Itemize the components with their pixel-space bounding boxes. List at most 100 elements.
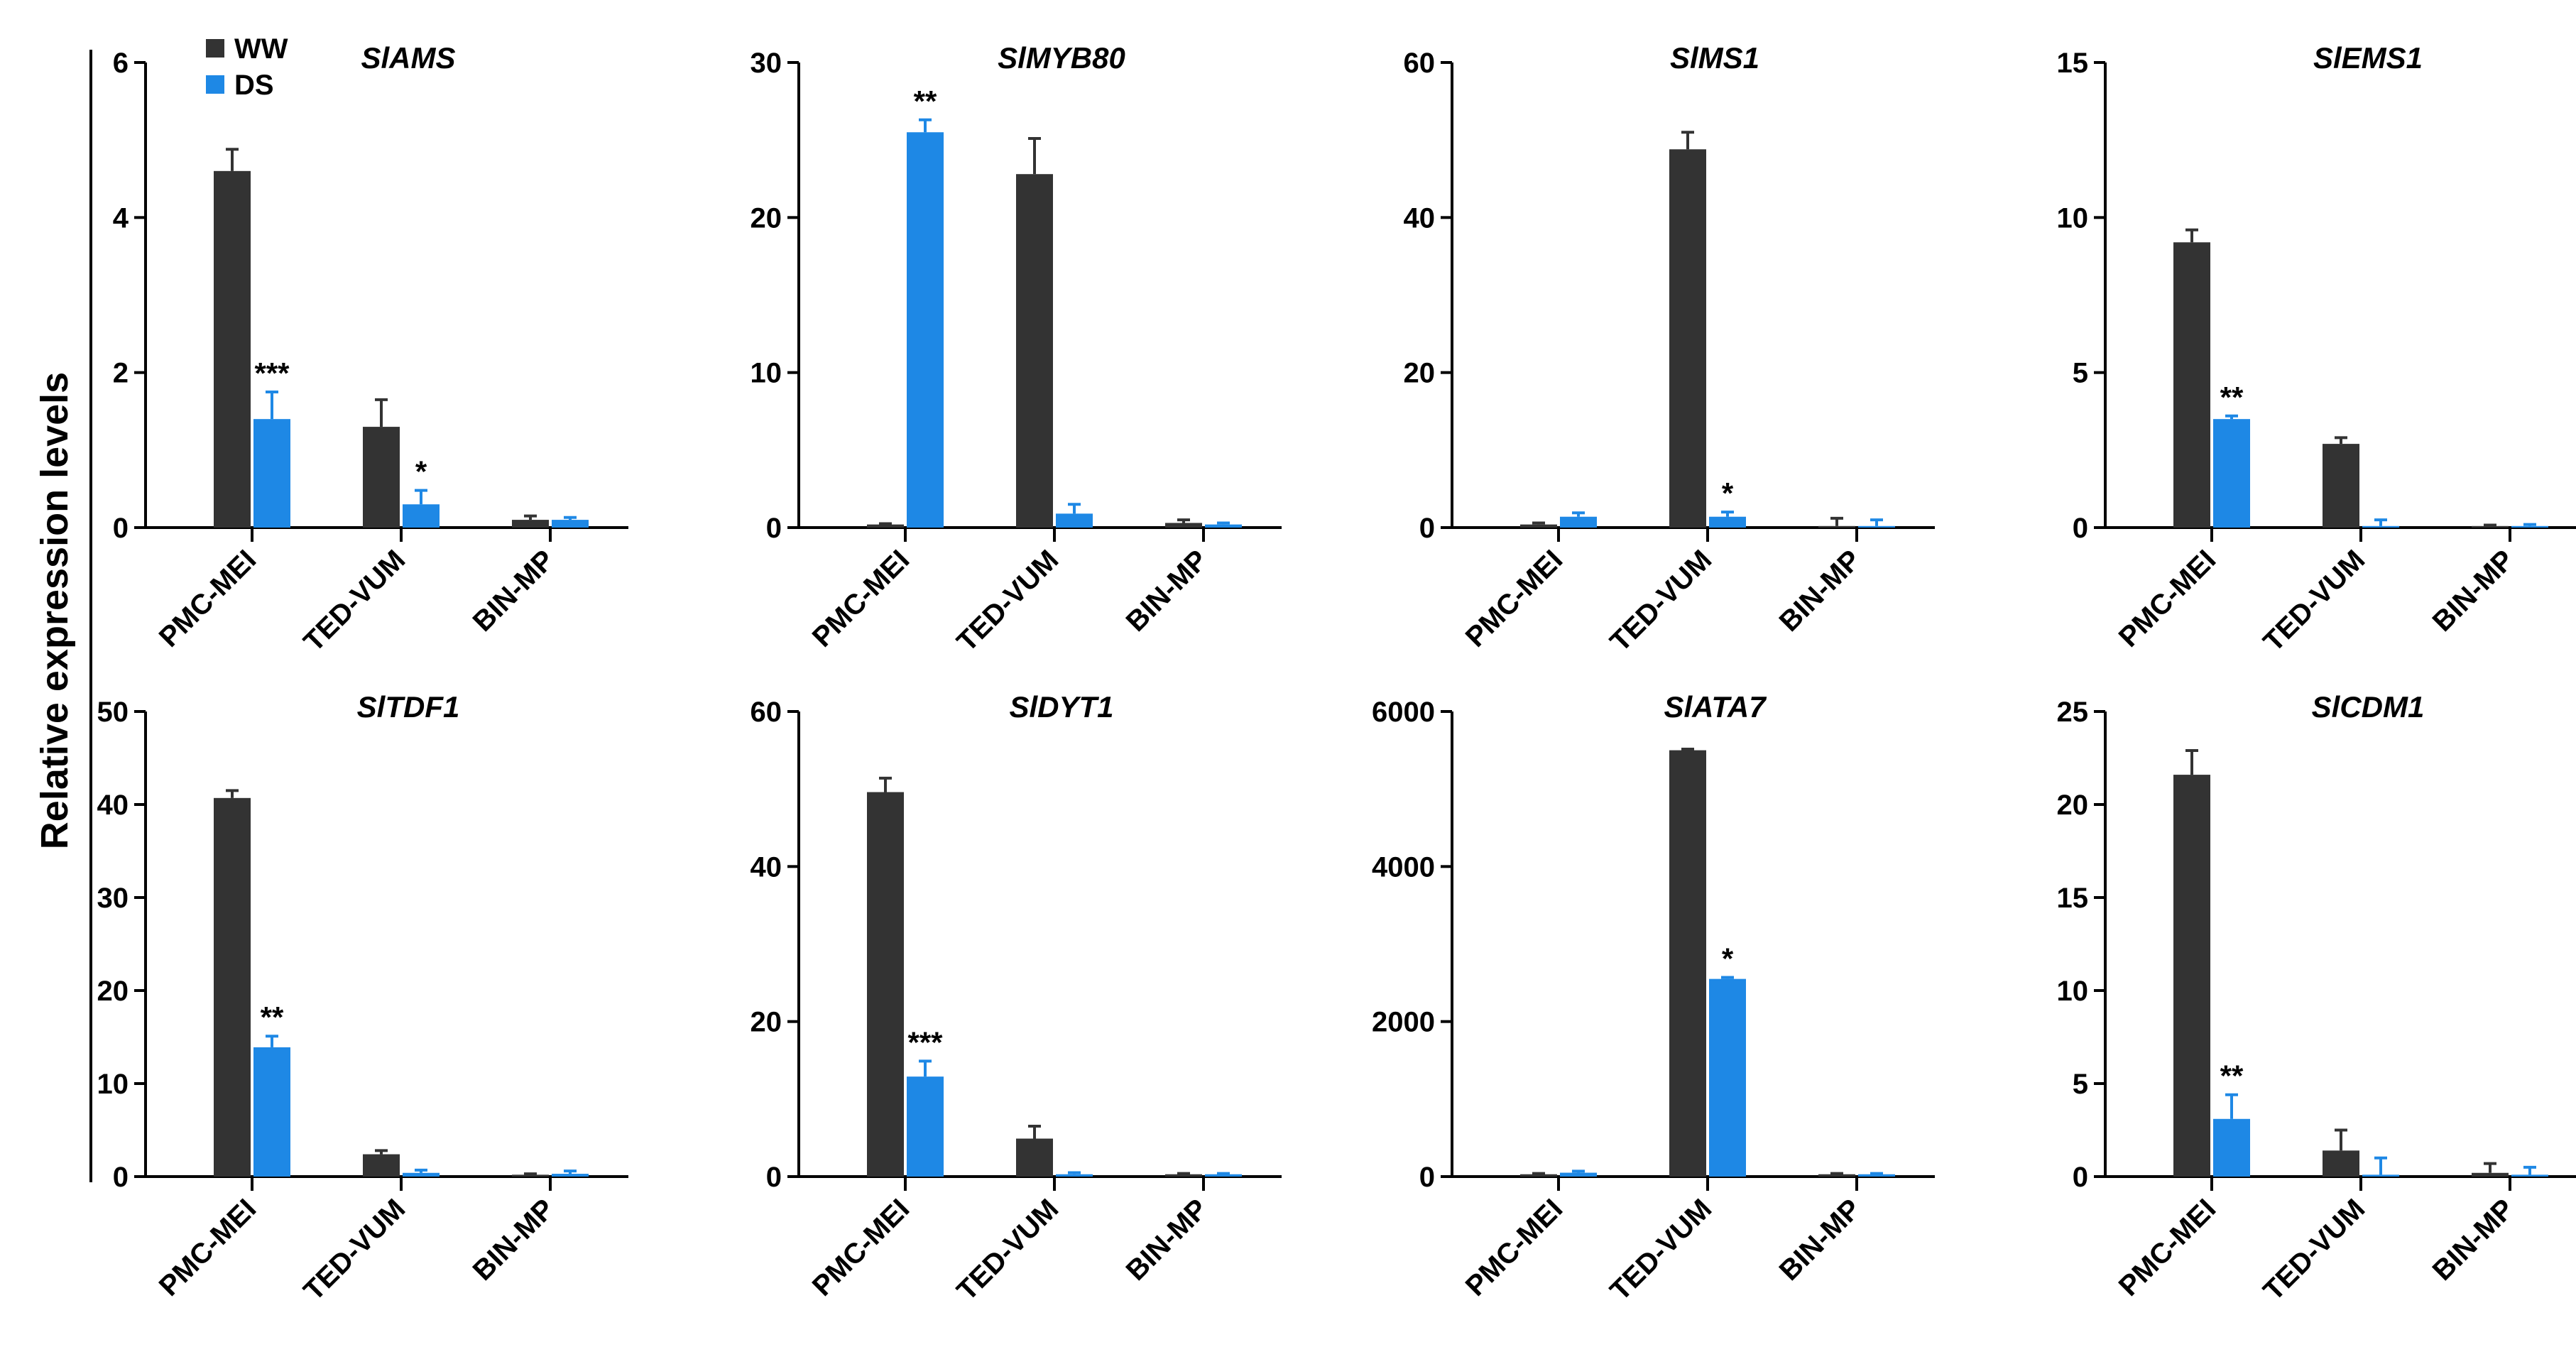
bar-ds <box>2362 1174 2399 1177</box>
panel-title: SlTDF1 <box>357 690 460 724</box>
bar-ww <box>1818 525 1855 528</box>
bar-ww <box>1669 750 1706 1177</box>
legend-label-ww: WW <box>234 33 288 65</box>
bar-ds <box>2511 525 2548 528</box>
significance-label: ** <box>914 84 937 118</box>
x-tick-label: TED-VUM <box>298 1193 411 1307</box>
legend: WW DS <box>206 33 288 101</box>
chart-panel-sltdf1: SlTDF1 0 10 20 30 40 50 PMC-MEI ** TED-VUM BIN-MP <box>97 690 628 1307</box>
y-tick-label: 4000 <box>1372 851 1435 883</box>
y-tick-label: 20 <box>2057 790 2089 821</box>
bar-ds <box>907 1076 944 1177</box>
legend-label-ds: DS <box>234 70 274 101</box>
bar-ds <box>1858 525 1895 528</box>
bar-ww <box>363 427 400 528</box>
bar-ds <box>1560 516 1597 528</box>
bar-ww <box>2173 775 2210 1177</box>
bar-ds <box>1709 516 1746 528</box>
chart-panel-sldyt1: SlDYT1 0 20 40 60 PMC-MEI *** TED-VUM BIN-MP <box>751 690 1282 1307</box>
y-axis-label: Relative expression levels <box>33 372 76 849</box>
significance-label: * <box>1722 476 1734 510</box>
y-tick-label: 10 <box>2057 202 2089 234</box>
y-tick-label: 0 <box>1419 513 1435 544</box>
bar-ww <box>214 170 251 528</box>
bar-ww <box>1818 1174 1855 1177</box>
y-tick-label: 0 <box>766 513 782 544</box>
significance-label: ** <box>261 1000 284 1034</box>
bar-ww <box>512 520 549 528</box>
y-tick-label: 30 <box>97 883 129 914</box>
panel-title: SlAMS <box>361 41 455 75</box>
x-tick-label: TED-VUM <box>298 544 411 658</box>
y-tick-label: 2 <box>113 358 129 389</box>
bar-ww <box>2173 242 2210 528</box>
bar-ww <box>512 1174 549 1177</box>
y-tick-label: 15 <box>2057 883 2089 914</box>
bar-ww <box>2323 1150 2359 1177</box>
x-tick-label: PMC-MEI <box>807 544 916 653</box>
bar-ds <box>1056 513 1093 528</box>
bar-ds <box>1709 978 1746 1177</box>
x-tick-label: PMC-MEI <box>807 1193 916 1302</box>
bar-ds <box>1205 524 1242 528</box>
x-tick-label: PMC-MEI <box>2113 1193 2222 1302</box>
x-tick-label: BIN-MP <box>1774 1193 1867 1287</box>
x-tick-label: BIN-MP <box>1120 544 1214 638</box>
x-tick-label: PMC-MEI <box>2113 544 2222 653</box>
bar-ds <box>552 1174 589 1177</box>
significance-label: ** <box>2220 1059 2244 1093</box>
y-tick-label: 10 <box>751 358 782 389</box>
bar-ww <box>1520 524 1557 528</box>
x-tick-label: TED-VUM <box>951 544 1064 658</box>
significance-label: *** <box>907 1025 943 1059</box>
y-tick-label: 0 <box>2073 513 2088 544</box>
y-tick-label: 4 <box>113 202 129 234</box>
y-tick-label: 20 <box>751 202 782 234</box>
x-tick-label: BIN-MP <box>467 1193 561 1287</box>
bar-ww <box>1520 1174 1557 1177</box>
bar-ww <box>1669 149 1706 528</box>
x-tick-label: BIN-MP <box>2427 1193 2521 1287</box>
chart-panel-slmyb80: SlMYB80 0 10 20 30 PMC-MEI ** TED-VUM BIN-MP <box>751 41 1282 658</box>
y-tick-label: 50 <box>97 697 129 728</box>
chart-panel-slems1: SlEMS1 0 5 10 15 PMC-MEI ** TED-VUM BIN-MP <box>2057 41 2576 658</box>
bar-ww <box>2472 525 2509 528</box>
chart-panel-slcdm1: SlCDM1 0 5 10 15 20 25 PMC-MEI ** TED-VUM BIN-MP <box>2057 690 2576 1307</box>
x-tick-label: PMC-MEI <box>153 1193 263 1302</box>
bar-ds <box>2511 1174 2548 1177</box>
y-tick-label: 40 <box>97 790 129 821</box>
y-tick-label: 0 <box>766 1162 782 1193</box>
y-tick-label: 15 <box>2057 48 2089 79</box>
y-tick-label: 0 <box>113 1162 129 1193</box>
bar-ds <box>1056 1174 1093 1177</box>
x-tick-label: TED-VUM <box>2257 544 2371 658</box>
chart-panel-slams: SlAMS 0 2 4 6 PMC-MEI *** TED-VUM * BIN-MP <box>113 41 628 658</box>
chart-panel-slata7: SlATA7 0 2000 4000 6000 PMC-MEI TED-VUM * BIN-MP <box>1372 690 1935 1307</box>
y-tick-label: 20 <box>1404 358 1436 389</box>
bar-ww <box>1165 1174 1202 1177</box>
bar-ww <box>1016 1138 1053 1177</box>
x-tick-label: BIN-MP <box>1120 1193 1214 1287</box>
bar-ds <box>552 520 589 528</box>
panel-title: SlDYT1 <box>1009 690 1113 724</box>
bar-ds <box>907 132 944 528</box>
panel-title: SlCDM1 <box>2312 690 2425 724</box>
x-tick-label: BIN-MP <box>2427 544 2521 638</box>
bar-ww <box>2472 1172 2509 1177</box>
bar-ds <box>2213 1118 2250 1177</box>
y-tick-label: 2000 <box>1372 1007 1435 1038</box>
bar-ds <box>1560 1172 1597 1177</box>
y-tick-label: 6000 <box>1372 697 1435 728</box>
x-tick-label: TED-VUM <box>1604 1193 1718 1307</box>
x-tick-label: PMC-MEI <box>1460 1193 1569 1302</box>
bar-ww <box>2323 444 2359 528</box>
y-tick-label: 60 <box>1404 48 1436 79</box>
bar-ww <box>1016 174 1053 528</box>
bar-ww <box>363 1154 400 1177</box>
significance-label: *** <box>254 356 290 390</box>
significance-label: ** <box>2220 381 2244 414</box>
bar-ww <box>867 792 904 1177</box>
panel-title: SlMYB80 <box>998 41 1125 75</box>
x-tick-label: TED-VUM <box>2257 1193 2371 1307</box>
